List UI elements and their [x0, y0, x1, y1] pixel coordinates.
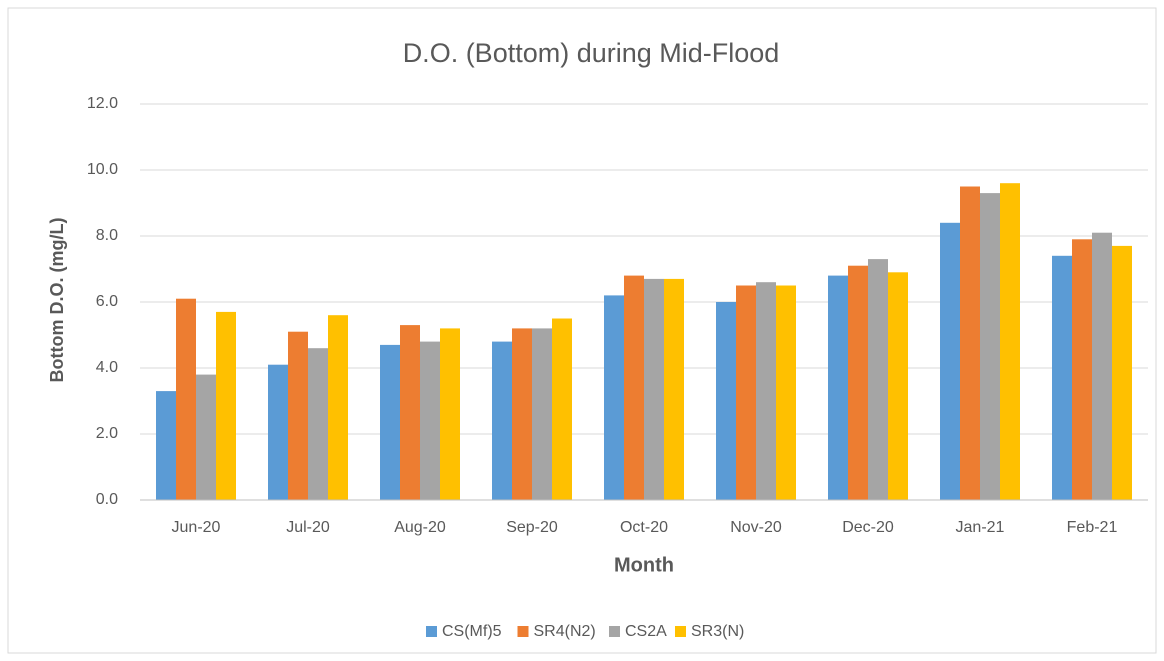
bar	[756, 282, 776, 500]
bar	[828, 275, 848, 500]
bar	[848, 265, 868, 500]
x-tick-label: Dec-20	[842, 519, 894, 536]
y-tick-label: 4.0	[96, 359, 118, 376]
bar	[492, 341, 512, 500]
bar	[1052, 255, 1072, 500]
x-tick-label: Jan-21	[956, 519, 1005, 536]
bar	[888, 272, 908, 500]
bar	[604, 295, 624, 500]
x-tick-label: Sep-20	[506, 519, 558, 536]
x-tick-label: Feb-21	[1067, 519, 1118, 536]
bar	[664, 278, 684, 500]
bar	[868, 259, 888, 500]
bar	[1072, 239, 1092, 501]
x-tick-label: Oct-20	[620, 519, 668, 536]
x-tick-label: Jun-20	[172, 519, 221, 536]
bar	[776, 285, 796, 500]
bar	[440, 328, 460, 500]
bar	[512, 328, 532, 500]
legend-label: CS2A	[625, 623, 667, 640]
legend-swatch	[426, 626, 437, 637]
bar	[960, 186, 980, 500]
bar	[176, 298, 196, 500]
y-tick-label: 2.0	[96, 425, 118, 442]
bar	[716, 302, 736, 500]
x-tick-label: Jul-20	[286, 519, 330, 536]
bar	[380, 344, 400, 500]
chart-title: D.O. (Bottom) during Mid-Flood	[403, 38, 780, 68]
bar	[940, 222, 960, 501]
bar	[1000, 183, 1020, 500]
y-tick-label: 12.0	[87, 95, 118, 112]
bar	[156, 391, 176, 500]
legend-label: SR3(N)	[691, 623, 744, 640]
bar	[268, 364, 288, 500]
bar	[328, 315, 348, 500]
x-axis-title: Month	[614, 554, 674, 576]
bar	[420, 341, 440, 500]
bar	[532, 328, 552, 500]
bar	[288, 331, 308, 500]
bar	[1092, 232, 1112, 500]
bar	[196, 374, 216, 500]
y-tick-label: 8.0	[96, 227, 118, 244]
bar	[736, 285, 756, 500]
bar	[308, 348, 328, 500]
y-tick-label: 6.0	[96, 293, 118, 310]
y-axis-title: Bottom D.O. (mg/L)	[47, 218, 67, 383]
x-tick-label: Aug-20	[394, 519, 446, 536]
y-tick-label: 10.0	[87, 161, 118, 178]
legend-swatch	[675, 626, 686, 637]
bar	[552, 318, 572, 500]
bar	[1112, 245, 1132, 500]
y-tick-label: 0.0	[96, 491, 118, 508]
bar	[624, 275, 644, 500]
legend-swatch	[517, 626, 529, 637]
bar	[644, 278, 664, 500]
bar	[400, 325, 420, 500]
legend-label: SR4(N2)	[534, 623, 596, 640]
legend-swatch	[609, 626, 620, 637]
bar	[980, 193, 1000, 500]
legend-label: CS(Mf)5	[442, 623, 502, 640]
x-tick-label: Nov-20	[730, 519, 782, 536]
bar	[216, 311, 236, 500]
